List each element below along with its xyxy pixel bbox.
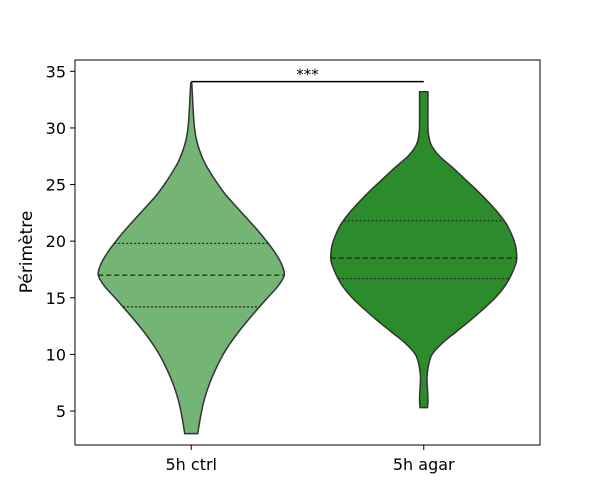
y-tick-label: 35 [46, 62, 66, 81]
x-tick-label: 5h ctrl [166, 455, 218, 474]
x-axis: 5h ctrl 5h agar [166, 445, 455, 474]
y-axis: 5 10 15 20 25 30 35 [46, 62, 75, 421]
plot-frame [74, 59, 541, 446]
x-tick-label: 5h agar [393, 455, 455, 474]
significance-bracket: *** [191, 66, 424, 84]
y-tick-label: 10 [46, 345, 66, 364]
violin-body [97, 81, 286, 435]
y-tick-label: 20 [46, 232, 66, 251]
significance-label: *** [296, 66, 319, 84]
violin-group [97, 81, 518, 435]
y-tick-label: 5 [56, 402, 66, 421]
y-tick-label: 25 [46, 176, 66, 195]
y-axis-label: Périmètre [17, 211, 37, 294]
y-tick-label: 30 [46, 119, 66, 138]
violin-body [329, 90, 518, 409]
y-tick-label: 15 [46, 289, 66, 308]
